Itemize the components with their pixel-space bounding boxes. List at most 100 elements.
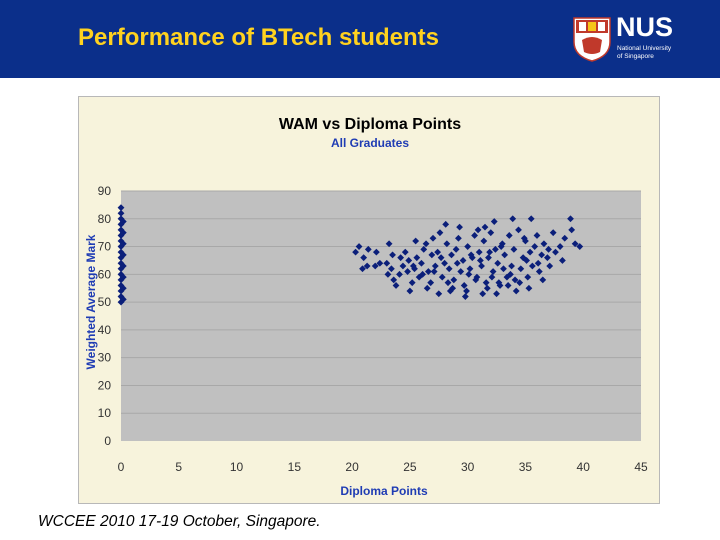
data-point bbox=[528, 262, 536, 270]
data-point bbox=[364, 245, 372, 253]
data-point bbox=[119, 273, 127, 281]
data-point bbox=[495, 279, 503, 287]
data-point bbox=[540, 240, 548, 248]
data-point bbox=[441, 259, 448, 267]
data-point bbox=[481, 223, 489, 231]
data-point bbox=[444, 279, 452, 287]
data-point bbox=[404, 268, 411, 275]
y-tick-label: 40 bbox=[98, 323, 112, 337]
data-point bbox=[383, 259, 391, 267]
data-point bbox=[376, 259, 384, 267]
data-point bbox=[498, 240, 506, 248]
data-point bbox=[456, 223, 463, 231]
data-point bbox=[465, 270, 473, 278]
data-point bbox=[419, 270, 426, 278]
data-point bbox=[488, 273, 496, 281]
x-tick-label: 30 bbox=[461, 460, 475, 474]
y-tick-label: 30 bbox=[98, 351, 112, 365]
data-point bbox=[545, 245, 552, 253]
data-point bbox=[360, 254, 368, 262]
data-point bbox=[515, 226, 522, 234]
data-point bbox=[501, 251, 509, 259]
data-point bbox=[371, 262, 379, 270]
data-point bbox=[457, 268, 465, 275]
data-point bbox=[384, 270, 392, 278]
data-point bbox=[493, 290, 500, 298]
chart-title: WAM vs Diploma Points bbox=[279, 116, 461, 133]
data-point bbox=[418, 259, 425, 267]
data-point bbox=[408, 279, 416, 287]
data-point bbox=[420, 245, 428, 253]
data-point bbox=[424, 268, 432, 275]
data-point bbox=[474, 226, 482, 234]
data-point bbox=[390, 276, 398, 284]
crest-icon bbox=[573, 17, 611, 62]
data-point bbox=[472, 276, 480, 284]
data-point bbox=[509, 215, 517, 223]
data-point bbox=[452, 245, 460, 253]
data-point bbox=[117, 243, 125, 250]
x-tick-label: 20 bbox=[345, 460, 359, 474]
y-axis-label: Weighted Average Mark bbox=[84, 234, 98, 369]
x-tick-label: 0 bbox=[118, 460, 125, 474]
x-tick-label: 40 bbox=[577, 460, 591, 474]
y-axis-ticks: 0 10 20 30 40 50 60 70 80 90 bbox=[98, 184, 112, 448]
data-point bbox=[463, 287, 470, 295]
x-tick-label: 35 bbox=[519, 460, 533, 474]
data-point bbox=[533, 232, 541, 239]
data-point bbox=[117, 204, 125, 212]
data-point bbox=[119, 240, 127, 248]
slide-title: Performance of BTech students bbox=[78, 24, 439, 51]
data-point bbox=[363, 262, 371, 270]
logo-subtitle: National University of Singapore bbox=[617, 45, 687, 60]
data-point bbox=[397, 254, 405, 262]
x-axis-label: Diploma Points bbox=[340, 484, 428, 498]
data-point bbox=[489, 268, 497, 275]
x-tick-label: 25 bbox=[403, 460, 417, 474]
data-point bbox=[556, 243, 564, 250]
slide-footer: WCCEE 2010 17-19 October, Singapore. bbox=[38, 513, 321, 530]
data-point bbox=[504, 282, 512, 289]
chart-container: WAM vs Diploma Points All Graduates 0 10 2… bbox=[78, 96, 660, 504]
data-point bbox=[409, 262, 417, 270]
data-point bbox=[119, 284, 127, 292]
data-point bbox=[480, 237, 488, 245]
data-point bbox=[448, 251, 455, 259]
x-tick-label: 10 bbox=[230, 460, 244, 474]
data-point bbox=[500, 265, 507, 273]
data-point bbox=[396, 270, 403, 278]
data-point bbox=[352, 248, 359, 256]
data-point bbox=[516, 279, 524, 287]
y-tick-label: 0 bbox=[104, 434, 111, 448]
data-point bbox=[496, 282, 504, 289]
data-point bbox=[571, 240, 579, 248]
data-point bbox=[443, 240, 451, 248]
y-tick-label: 60 bbox=[98, 267, 112, 281]
data-point bbox=[117, 209, 125, 217]
data-point bbox=[117, 226, 125, 234]
data-point bbox=[117, 254, 125, 262]
data-point bbox=[401, 248, 409, 256]
data-point bbox=[117, 215, 125, 223]
y-tick-label: 90 bbox=[98, 184, 112, 198]
data-point bbox=[485, 254, 492, 262]
data-point bbox=[453, 259, 461, 267]
data-point bbox=[520, 234, 528, 242]
y-tick-label: 70 bbox=[98, 240, 112, 254]
data-point bbox=[479, 290, 487, 298]
data-point bbox=[486, 248, 494, 256]
data-point bbox=[567, 215, 574, 223]
data-point bbox=[507, 270, 514, 278]
data-point bbox=[552, 248, 559, 256]
data-point bbox=[388, 265, 395, 273]
data-point bbox=[445, 265, 453, 273]
data-point bbox=[494, 259, 502, 267]
data-point bbox=[413, 254, 421, 262]
y-tick-label: 10 bbox=[98, 406, 112, 420]
data-point bbox=[483, 284, 491, 292]
data-point bbox=[429, 234, 437, 242]
data-point bbox=[438, 273, 446, 281]
data-point bbox=[510, 245, 518, 253]
data-point bbox=[455, 234, 462, 242]
y-tick-label: 50 bbox=[98, 295, 112, 309]
